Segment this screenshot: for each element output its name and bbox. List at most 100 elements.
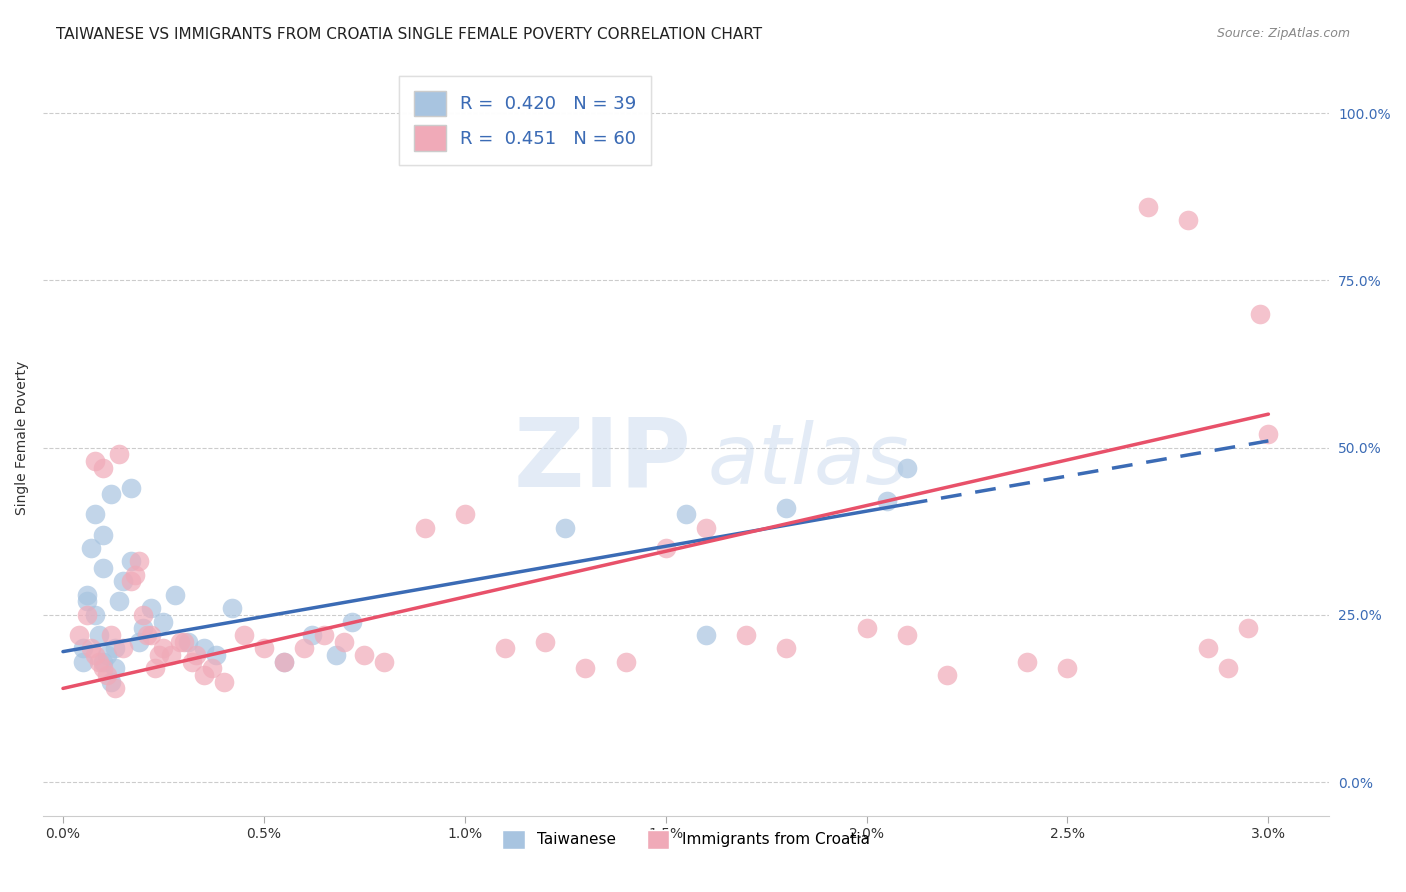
- Point: [128, 554, 150, 568]
- Text: TAIWANESE VS IMMIGRANTS FROM CROATIA SINGLE FEMALE POVERTY CORRELATION CHART: TAIWANESE VS IMMIGRANTS FROM CROATIA SIN…: [56, 27, 762, 42]
- Legend: R =  0.420   N = 39, R =  0.451   N = 60: R = 0.420 N = 39, R = 0.451 N = 60: [399, 76, 651, 165]
- Point: [1257, 427, 1279, 442]
- Point: [494, 641, 516, 656]
- Point: [454, 508, 477, 522]
- Point: [104, 641, 127, 656]
- Y-axis label: Single Female Poverty: Single Female Poverty: [15, 360, 30, 515]
- Point: [132, 607, 155, 622]
- Point: [325, 648, 347, 662]
- Point: [152, 615, 174, 629]
- Point: [91, 655, 114, 669]
- Point: [173, 634, 195, 648]
- Point: [775, 641, 797, 656]
- Point: [876, 494, 898, 508]
- Point: [193, 668, 215, 682]
- Point: [67, 628, 90, 642]
- Point: [96, 668, 118, 682]
- Point: [128, 634, 150, 648]
- Point: [1249, 307, 1271, 321]
- Point: [141, 628, 163, 642]
- Point: [201, 661, 224, 675]
- Point: [112, 574, 135, 589]
- Point: [534, 634, 557, 648]
- Point: [413, 521, 436, 535]
- Point: [148, 648, 170, 662]
- Point: [221, 601, 243, 615]
- Point: [89, 628, 111, 642]
- Point: [91, 661, 114, 675]
- Point: [1056, 661, 1078, 675]
- Point: [132, 621, 155, 635]
- Point: [775, 500, 797, 515]
- Point: [735, 628, 758, 642]
- Point: [91, 527, 114, 541]
- Point: [180, 655, 202, 669]
- Point: [80, 541, 103, 555]
- Point: [152, 641, 174, 656]
- Point: [169, 634, 191, 648]
- Text: ZIP: ZIP: [513, 414, 692, 507]
- Point: [91, 460, 114, 475]
- Point: [554, 521, 576, 535]
- Point: [84, 648, 107, 662]
- Point: [84, 607, 107, 622]
- Point: [91, 561, 114, 575]
- Point: [896, 460, 918, 475]
- Point: [342, 615, 364, 629]
- Point: [301, 628, 323, 642]
- Point: [108, 447, 131, 461]
- Point: [1218, 661, 1240, 675]
- Point: [292, 641, 315, 656]
- Point: [124, 567, 146, 582]
- Point: [108, 594, 131, 608]
- Point: [84, 454, 107, 468]
- Point: [120, 554, 142, 568]
- Point: [675, 508, 697, 522]
- Point: [84, 508, 107, 522]
- Point: [333, 634, 356, 648]
- Point: [141, 601, 163, 615]
- Point: [936, 668, 959, 682]
- Point: [232, 628, 254, 642]
- Point: [1017, 655, 1039, 669]
- Point: [373, 655, 395, 669]
- Point: [160, 648, 183, 662]
- Point: [1197, 641, 1219, 656]
- Point: [112, 641, 135, 656]
- Text: Source: ZipAtlas.com: Source: ZipAtlas.com: [1216, 27, 1350, 40]
- Point: [184, 648, 207, 662]
- Point: [273, 655, 295, 669]
- Point: [100, 628, 122, 642]
- Point: [614, 655, 637, 669]
- Point: [253, 641, 276, 656]
- Point: [654, 541, 676, 555]
- Point: [104, 661, 127, 675]
- Point: [76, 594, 98, 608]
- Point: [104, 681, 127, 696]
- Point: [212, 674, 235, 689]
- Point: [89, 655, 111, 669]
- Point: [1177, 213, 1199, 227]
- Point: [176, 634, 198, 648]
- Point: [1136, 200, 1159, 214]
- Point: [76, 588, 98, 602]
- Point: [896, 628, 918, 642]
- Text: atlas: atlas: [707, 420, 908, 500]
- Point: [695, 521, 717, 535]
- Point: [855, 621, 877, 635]
- Point: [72, 655, 94, 669]
- Point: [120, 481, 142, 495]
- Point: [1237, 621, 1260, 635]
- Point: [80, 641, 103, 656]
- Point: [120, 574, 142, 589]
- Point: [100, 674, 122, 689]
- Point: [273, 655, 295, 669]
- Point: [76, 607, 98, 622]
- Point: [204, 648, 226, 662]
- Point: [353, 648, 375, 662]
- Point: [314, 628, 336, 642]
- Point: [72, 641, 94, 656]
- Point: [145, 661, 167, 675]
- Point: [695, 628, 717, 642]
- Point: [96, 648, 118, 662]
